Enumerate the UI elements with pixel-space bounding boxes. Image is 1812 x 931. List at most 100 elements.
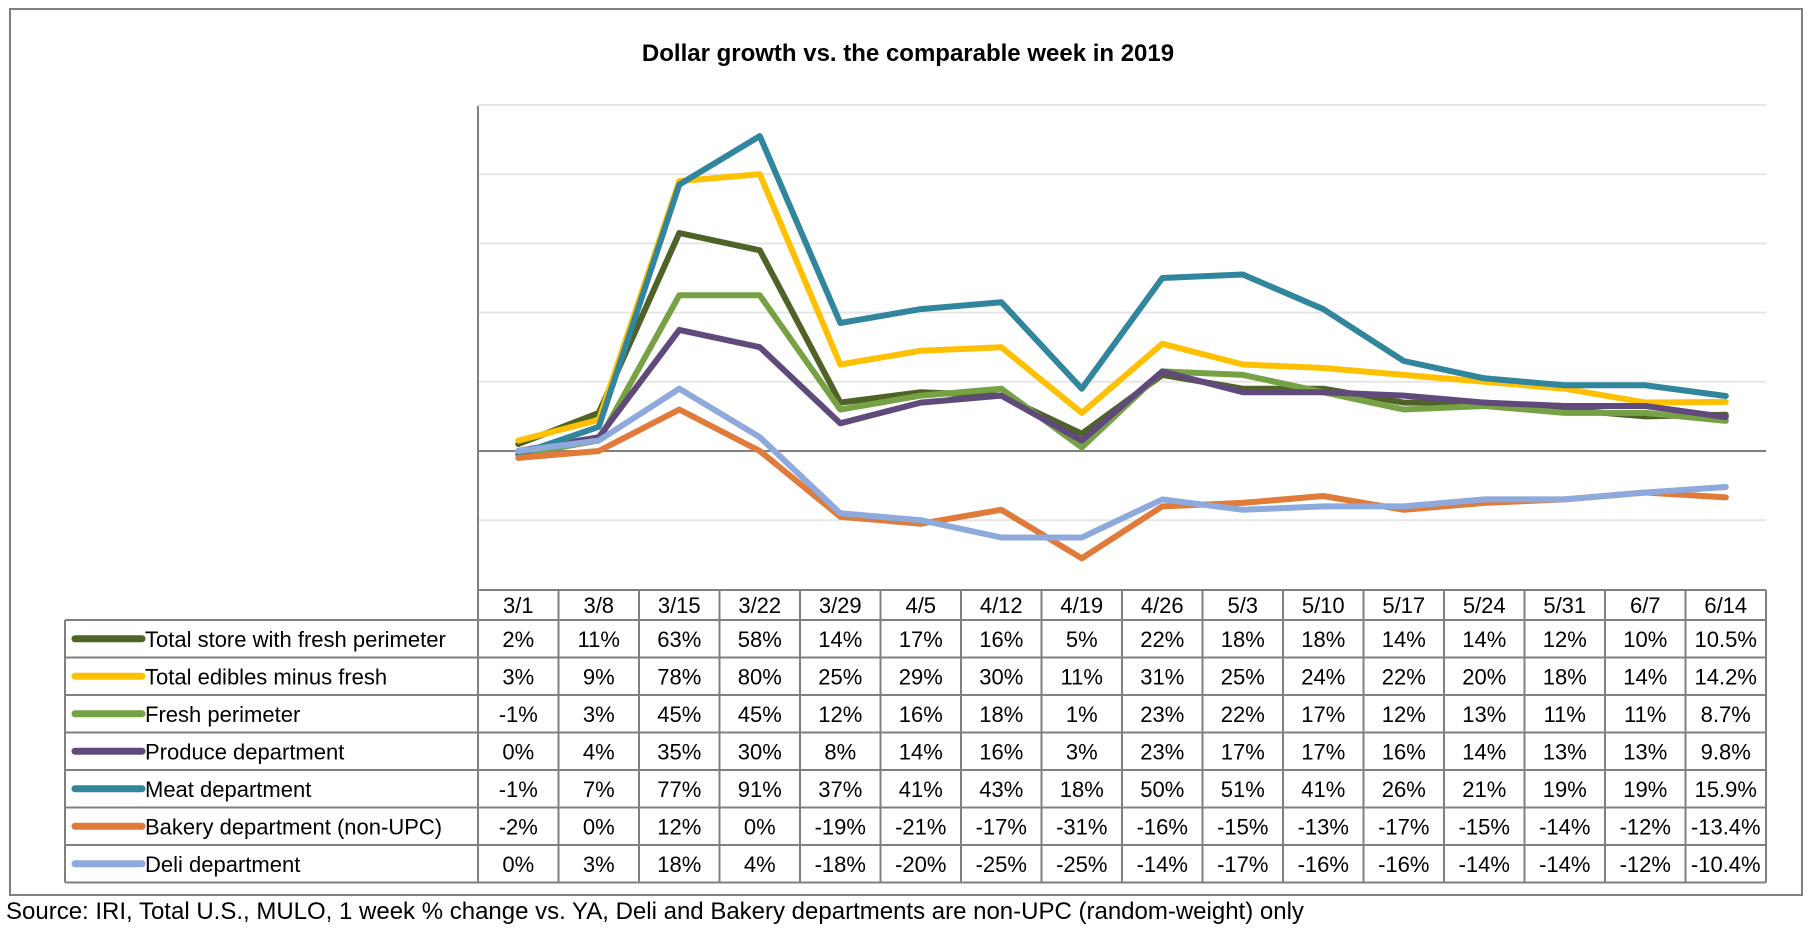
- data-label: 13%: [1543, 739, 1587, 764]
- data-label: 50%: [1140, 777, 1184, 802]
- data-label: 78%: [657, 664, 701, 689]
- data-label: -14%: [1137, 852, 1188, 877]
- data-label: -16%: [1378, 852, 1429, 877]
- data-label: -12%: [1620, 814, 1671, 839]
- data-label: 3%: [1066, 739, 1098, 764]
- data-label: 8.7%: [1701, 702, 1751, 727]
- data-label: 0%: [583, 814, 615, 839]
- data-label: -15%: [1459, 814, 1510, 839]
- data-label: 30%: [738, 739, 782, 764]
- legend-label: Fresh perimeter: [145, 702, 300, 727]
- data-label: 15.9%: [1695, 777, 1757, 802]
- data-label: 1%: [1066, 702, 1098, 727]
- x-tick-label: 4/5: [905, 593, 936, 618]
- data-label: 10%: [1623, 627, 1667, 652]
- data-label: -15%: [1217, 814, 1268, 839]
- data-label: 45%: [657, 702, 701, 727]
- data-label: 20%: [1462, 664, 1506, 689]
- data-label: 12%: [1382, 702, 1426, 727]
- data-label: -25%: [1056, 852, 1107, 877]
- data-label: 63%: [657, 627, 701, 652]
- data-label: 91%: [738, 777, 782, 802]
- series-line-6: [515, 406, 1729, 562]
- series-lines: [515, 133, 1729, 562]
- data-label: 9.8%: [1701, 739, 1751, 764]
- data-label: 13%: [1623, 739, 1667, 764]
- legend-label: Total edibles minus fresh: [145, 664, 387, 689]
- data-label: 14%: [1623, 664, 1667, 689]
- data-label: 45%: [738, 702, 782, 727]
- data-label: 0%: [502, 739, 534, 764]
- x-tick-label: 6/14: [1704, 593, 1747, 618]
- x-tick-label: 5/31: [1543, 593, 1586, 618]
- data-label: -17%: [976, 814, 1027, 839]
- data-label: 16%: [1382, 739, 1426, 764]
- data-label: 18%: [1301, 627, 1345, 652]
- x-tick-label: 5/3: [1227, 593, 1258, 618]
- data-label: 18%: [1060, 777, 1104, 802]
- data-label: 18%: [1221, 627, 1265, 652]
- data-label: 22%: [1382, 664, 1426, 689]
- data-label: 14%: [1462, 627, 1506, 652]
- data-label: 80%: [738, 664, 782, 689]
- data-table: 3/1 3/8 3/15 3/22 3/29 4/5 4/12 4/19 4/26 5/3 5/10…: [64, 589, 1767, 884]
- data-label: 0%: [502, 852, 534, 877]
- x-tick-label: 5/17: [1382, 593, 1425, 618]
- data-label: -1%: [499, 702, 538, 727]
- data-label: -16%: [1298, 852, 1349, 877]
- data-label: 17%: [899, 627, 943, 652]
- data-label: -12%: [1620, 852, 1671, 877]
- x-tick-label: 3/22: [738, 593, 781, 618]
- data-label: 25%: [1221, 664, 1265, 689]
- legend-label: Bakery department (non-UPC): [145, 814, 442, 839]
- series-line-5: [515, 133, 1729, 458]
- data-label: 41%: [1301, 777, 1345, 802]
- x-tick-label: 5/10: [1302, 593, 1345, 618]
- chart-frame: Dollar growth vs. the comparable week in…: [9, 8, 1803, 896]
- x-tick-label: 4/12: [980, 593, 1023, 618]
- data-label: 7%: [583, 777, 615, 802]
- data-label: 77%: [657, 777, 701, 802]
- data-label: -1%: [499, 777, 538, 802]
- x-tick-label: 5/24: [1463, 593, 1506, 618]
- data-label: -14%: [1539, 814, 1590, 839]
- data-label: 8%: [824, 739, 856, 764]
- data-label: -19%: [815, 814, 866, 839]
- data-label: -20%: [895, 852, 946, 877]
- data-label: -16%: [1137, 814, 1188, 839]
- data-label: 18%: [1543, 664, 1587, 689]
- series-line-7: [515, 385, 1729, 541]
- data-label: 14.2%: [1695, 664, 1757, 689]
- data-label: -14%: [1459, 852, 1510, 877]
- data-label: 19%: [1623, 777, 1667, 802]
- data-label: -25%: [976, 852, 1027, 877]
- data-label: 25%: [818, 664, 862, 689]
- data-label: 23%: [1140, 739, 1184, 764]
- data-label: 18%: [657, 852, 701, 877]
- data-label: 4%: [744, 852, 776, 877]
- data-label: 41%: [899, 777, 943, 802]
- series-line-4: [515, 326, 1729, 454]
- data-label: 13%: [1462, 702, 1506, 727]
- data-label: 12%: [818, 702, 862, 727]
- x-tick-label: 3/29: [819, 593, 862, 618]
- data-label: -14%: [1539, 852, 1590, 877]
- data-label: 21%: [1462, 777, 1506, 802]
- x-tick-label: 4/19: [1060, 593, 1103, 618]
- data-label: 16%: [899, 702, 943, 727]
- x-tick-label: 3/1: [503, 593, 534, 618]
- data-label: 14%: [1462, 739, 1506, 764]
- data-label: 23%: [1140, 702, 1184, 727]
- data-label: 11%: [578, 627, 620, 652]
- legend-label: Total store with fresh perimeter: [145, 627, 446, 652]
- data-label: 12%: [1543, 627, 1587, 652]
- x-tick-label: 3/15: [658, 593, 701, 618]
- data-label: -2%: [499, 814, 538, 839]
- data-label: 16%: [979, 627, 1023, 652]
- legend-label: Produce department: [145, 739, 344, 764]
- data-label: -17%: [1378, 814, 1429, 839]
- data-label: 17%: [1301, 702, 1345, 727]
- x-tick-label: 6/7: [1630, 593, 1661, 618]
- data-label: -17%: [1217, 852, 1268, 877]
- data-label: -18%: [815, 852, 866, 877]
